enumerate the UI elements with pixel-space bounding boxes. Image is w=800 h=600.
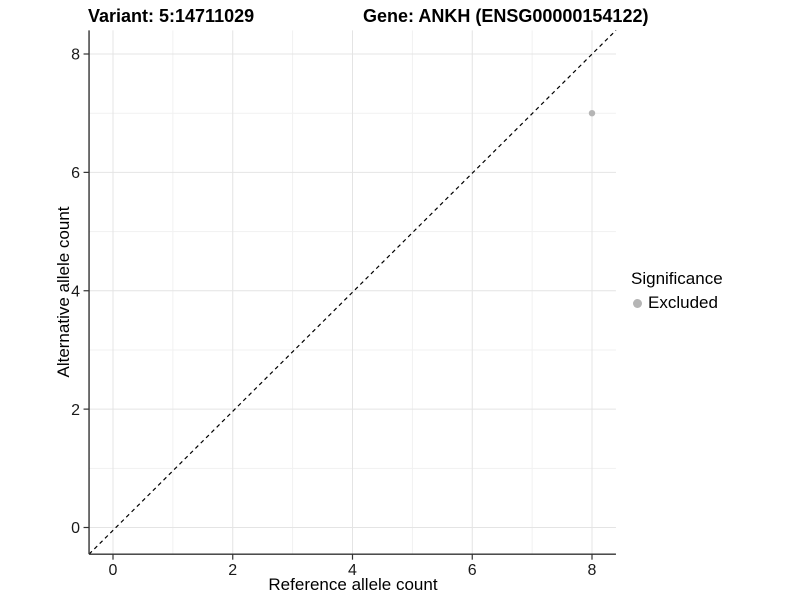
excluded-point-marker-icon [633,298,642,308]
x-tick-label: 2 [228,562,237,579]
data-point [588,109,596,117]
y-tick-label: 8 [71,47,80,64]
y-axis-title: Alternative allele count [54,206,73,378]
x-tick-label: 6 [468,562,477,579]
legend: Significance Excluded [629,268,723,313]
x-tick-label: 0 [109,562,118,579]
y-tick-label: 4 [71,283,80,300]
x-tick-label: 8 [588,562,597,579]
y-tick-label: 0 [71,520,80,537]
legend-title: Significance [631,269,723,288]
y-tick-label: 2 [71,402,80,419]
variant-title: Variant: 5:14711029 [88,6,255,26]
x-axis-title: Reference allele count [268,575,438,594]
legend-item-excluded: Excluded [629,293,723,313]
identity-dashed-line [88,29,617,555]
gene-title: Gene: ANKH (ENSG00000154122) [363,6,649,26]
y-tick-label: 6 [71,165,80,182]
legend-item-label: Excluded [648,293,718,312]
x-tick-label: 4 [348,562,357,579]
